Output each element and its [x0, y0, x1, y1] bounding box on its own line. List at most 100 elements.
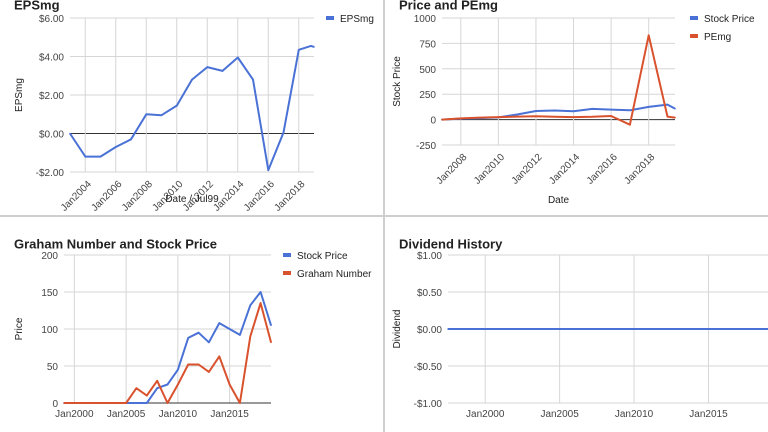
data-point-pemg — [572, 116, 575, 118]
y-tick-label: -$1.00 — [414, 399, 443, 410]
legend-label: EPSmg — [340, 14, 374, 25]
y-tick-label: -250 — [416, 141, 436, 152]
data-point-epsmg — [282, 131, 285, 134]
data-point-stock-price — [610, 108, 612, 111]
y-axis-title: Stock Price — [392, 56, 403, 107]
y-tick-label: $4.00 — [39, 53, 64, 64]
y-tick-label: 50 — [47, 362, 59, 373]
data-point-epsmg — [130, 138, 132, 141]
chart-title: EPSmg — [14, 0, 60, 12]
data-point-pemg — [553, 115, 556, 118]
legend-label: PEmg — [704, 32, 731, 43]
data-point-pemg — [647, 34, 650, 37]
chart-eps-svg: EPSmg-$2.00$0.00$2.00$4.00$6.00Jan2004Ja… — [14, 0, 374, 214]
y-tick-label: 1000 — [414, 14, 437, 25]
data-point-graham-number — [228, 383, 231, 386]
x-tick-label: Jan2004 — [59, 179, 94, 214]
data-point-stock-price — [197, 331, 200, 334]
x-tick-label: Jan2018 — [622, 152, 657, 187]
y-tick-label: 0 — [430, 116, 436, 127]
chart-panel-dividend: Dividend History -$1.00 -$0.50 $0.00 $0.50 $1… — [385, 217, 768, 432]
chart-panel-eps: EPSmg -$2.00 $0.00 $2.00 $4.00 $6.00 Jan2004 Ja… — [0, 0, 383, 215]
data-point-stock-price — [218, 322, 221, 324]
chart-panel-graham: Graham Number and Stock Price 0 50 100 150 20… — [0, 217, 383, 432]
y-tick-label: $1.00 — [417, 251, 442, 262]
data-point-graham-number — [73, 402, 76, 404]
data-point-pemg — [535, 115, 537, 118]
x-tick-label: Jan2000 — [55, 409, 94, 420]
x-tick-label: Jan2018 — [272, 179, 307, 214]
data-point-stock-price — [239, 334, 241, 336]
y-tick-label: $0.00 — [417, 325, 442, 336]
y-tick-label: -$2.00 — [36, 168, 65, 179]
data-point-graham-number — [114, 402, 117, 404]
x-axis-title: Date / Jul99 — [165, 194, 219, 205]
data-point-epsmg — [310, 45, 312, 47]
data-point-pemg — [459, 117, 462, 120]
x-axis-title: Date — [548, 195, 570, 206]
y-tick-label: 250 — [419, 90, 436, 101]
data-point-stock-price — [166, 383, 169, 386]
data-point-stock-price — [228, 328, 231, 330]
y-axis-title: Price — [14, 317, 25, 340]
data-point-epsmg — [69, 132, 71, 135]
data-point-graham-number — [218, 355, 221, 358]
data-point-epsmg — [114, 146, 117, 148]
data-point-pemg — [591, 115, 594, 118]
y-tick-label: 150 — [41, 288, 58, 299]
series-line-graham-number — [64, 302, 272, 404]
chart-title: Dividend History — [399, 236, 503, 251]
x-tick-label: Jan2012 — [510, 152, 545, 187]
data-point-epsmg — [221, 70, 224, 72]
data-point-stock-price — [535, 110, 537, 112]
data-point-stock-price — [516, 113, 518, 116]
legend-label: Stock Price — [297, 251, 348, 262]
data-point-epsmg — [175, 104, 178, 107]
y-tick-label: $0.50 — [417, 288, 442, 299]
data-point-pemg — [478, 116, 481, 119]
data-point-stock-price — [249, 304, 252, 307]
y-tick-label: 750 — [419, 39, 436, 50]
data-point-graham-number — [208, 371, 210, 373]
x-tick-label: Jan2006 — [89, 179, 124, 214]
x-tick-label: Jan2010 — [159, 409, 198, 420]
data-point-stock-price — [259, 291, 262, 293]
series-line-stock-price — [64, 291, 272, 404]
chart-panel-price-pe: Price and PEmg -250 0 250 500 750 1000 Jan2008 J… — [385, 0, 768, 215]
data-point-stock-price — [135, 402, 138, 404]
y-axis-title: EPSmg — [14, 78, 25, 112]
data-point-epsmg — [236, 56, 239, 59]
data-point-stock-price — [572, 110, 575, 113]
data-point-epsmg — [145, 113, 148, 116]
data-point-epsmg — [84, 155, 87, 158]
x-tick-label: Jan2015 — [210, 409, 249, 420]
data-point-epsmg — [99, 155, 102, 158]
x-tick-label: Jan2010 — [472, 152, 507, 187]
data-point-graham-number — [197, 363, 200, 366]
chart-title: Price and PEmg — [399, 0, 498, 12]
chart-dividend-svg: Dividend History -$1.00 -$0.50 $0.00 $0.50 $1… — [392, 236, 768, 420]
data-point-stock-price — [674, 107, 676, 110]
y-tick-label: $6.00 — [39, 14, 64, 25]
y-tick-label: -$0.50 — [414, 362, 443, 373]
y-tick-label: $0.00 — [39, 130, 64, 141]
data-point-stock-price — [177, 368, 179, 371]
x-tick-label: Jan2010 — [615, 409, 654, 420]
data-point-stock-price — [270, 324, 272, 327]
data-point-graham-number — [63, 402, 65, 404]
series-line-pemg — [441, 34, 676, 126]
y-axis-title: Dividend — [392, 310, 403, 349]
data-point-pemg — [441, 118, 443, 121]
data-point-pemg — [516, 115, 518, 118]
y-tick-label: 0 — [52, 399, 58, 410]
series-line-epsmg — [69, 44, 315, 172]
x-tick-label: Jan2005 — [540, 409, 579, 420]
data-point-epsmg — [267, 169, 270, 171]
data-point-graham-number — [104, 402, 107, 404]
x-tick-label: Jan2014 — [547, 152, 582, 187]
data-point-graham-number — [270, 341, 272, 344]
data-point-graham-number — [94, 402, 96, 404]
data-point-pemg — [629, 123, 631, 126]
data-point-series — [447, 328, 449, 330]
